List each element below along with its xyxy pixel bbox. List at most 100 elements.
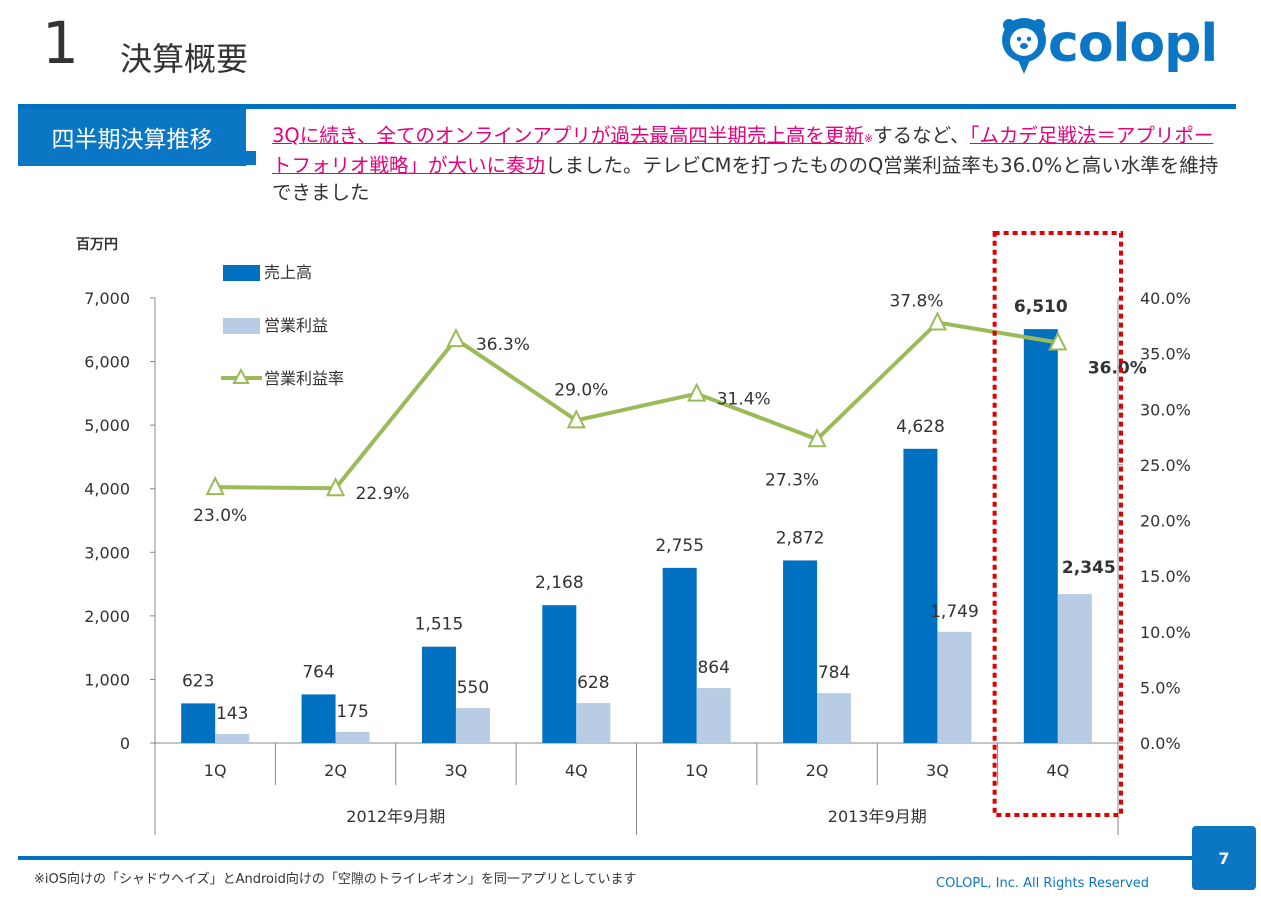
logo-wordmark: colopl [1048, 14, 1218, 74]
x-tick-label: 4Q [565, 761, 588, 780]
operating-income-bar [455, 708, 490, 743]
top-divider [18, 104, 1236, 109]
operating-margin-data-label: 37.8% [889, 291, 943, 311]
tag-underline [18, 165, 246, 166]
y-right-tick-label: 35.0% [1140, 345, 1191, 364]
operating-income-bar [937, 631, 972, 743]
operating-margin-data-label: 23.0% [193, 506, 247, 526]
operating-income-data-label: 628 [577, 673, 609, 693]
footnote-mark: ※ [863, 132, 874, 145]
operating-income-data-label: 550 [457, 678, 489, 698]
legend-marker-operating-margin [232, 367, 250, 384]
y-left-tick-label: 3,000 [84, 543, 130, 562]
operating-income-bar [576, 703, 611, 743]
y-left-tick-label: 2,000 [84, 607, 130, 626]
y-left-tick-label: 4,000 [84, 480, 130, 499]
y-left-tick-label: 6,000 [84, 353, 130, 372]
operating-margin-marker [205, 475, 225, 496]
y-right-tick-label: 15.0% [1140, 567, 1191, 586]
sales-bar [1023, 329, 1058, 743]
operating-margin-data-label: 36.0% [1088, 359, 1147, 379]
operating-income-bar [1057, 593, 1092, 743]
x-tick-label: 3Q [445, 761, 468, 780]
sales-data-label: 6,510 [1014, 297, 1068, 317]
x-tick-label: 3Q [926, 761, 949, 780]
legend-label-operating-margin: 営業利益率 [264, 369, 344, 388]
footnote: ※iOS向けの「シャドウヘイズ」とAndroid向けの「空隙のトライレギオン」を… [34, 872, 637, 887]
sales-bar [542, 605, 577, 743]
operating-income-bar [817, 693, 852, 743]
operating-margin-line [215, 320, 1059, 491]
sales-bar [181, 703, 216, 743]
headline-highlight-2: 「ムカデ足戦法＝アプリポートフォリオ戦略」が大いに奏功 [272, 124, 1214, 177]
sales-data-label: 2,168 [535, 573, 584, 593]
y-right-tick-label: 10.0% [1140, 623, 1191, 642]
legend-label-sales: 売上高 [264, 263, 312, 282]
headline-text: 3Qに続き、全てのオンラインアプリが過去最高四半期売上高を更新※するなど、「ムカ… [272, 122, 1232, 206]
x-tick-label: 1Q [685, 761, 708, 780]
sales-data-label: 623 [182, 671, 214, 691]
y-right-tick-label: 20.0% [1140, 512, 1191, 531]
headline-highlight-1: 3Qに続き、全てのオンラインアプリが過去最高四半期売上高を更新 [272, 124, 864, 147]
y-axis-unit-label: 百万円 [76, 237, 118, 253]
sales-bar [662, 567, 697, 743]
colopl-logo: colopl [1000, 16, 1230, 80]
sales-bar [421, 646, 456, 743]
operating-income-data-label: 1,749 [930, 602, 979, 622]
y-right-tick-label: 0.0% [1140, 734, 1181, 753]
y-left-tick-label: 5,000 [84, 416, 130, 435]
operating-income-bar [335, 731, 370, 743]
operating-margin-marker [687, 382, 707, 402]
operating-margin-data-label: 29.0% [554, 380, 608, 400]
bear-mascot-icon [1002, 18, 1046, 74]
copyright: COLOPL, Inc. All Rights Reserved [936, 876, 1150, 891]
y-left-tick-label: 7,000 [84, 289, 130, 308]
sales-data-label: 1,515 [415, 615, 464, 635]
x-group-label: 2013年9月期 [828, 807, 927, 826]
operating-margin-marker [566, 409, 586, 429]
y-left-tick-label: 0 [120, 734, 130, 753]
sales-data-label: 4,628 [896, 417, 945, 437]
highlight-box [992, 231, 1123, 817]
y-left-tick-label: 1,000 [84, 670, 130, 689]
operating-income-bar [215, 733, 250, 743]
headline-text-2: するなど、 [873, 124, 970, 147]
operating-margin-data-label: 22.9% [356, 484, 410, 504]
operating-margin-data-label: 31.4% [717, 390, 771, 410]
operating-income-data-label: 864 [697, 658, 729, 678]
operating-income-bar [696, 688, 731, 743]
operating-income-data-label: 175 [336, 702, 368, 722]
sales-bar [903, 448, 938, 743]
page-title: 決算概要 [120, 40, 249, 78]
legend-swatch-sales [223, 265, 260, 281]
section-number: 1 [42, 9, 79, 77]
operating-income-data-label: 2,345 [1062, 558, 1116, 578]
sales-data-label: 2,872 [776, 528, 825, 548]
y-right-tick-label: 25.0% [1140, 456, 1191, 475]
operating-margin-marker [446, 327, 466, 348]
bottom-divider [18, 856, 1196, 860]
page-number-badge: 7 [1192, 826, 1256, 890]
sales-bar [301, 694, 336, 743]
operating-margin-marker [927, 311, 948, 331]
operating-margin-marker [325, 477, 346, 497]
y-right-tick-label: 30.0% [1140, 400, 1191, 419]
operating-margin-marker [1048, 331, 1068, 351]
sales-data-label: 764 [302, 662, 334, 682]
x-tick-label: 2Q [806, 761, 829, 780]
operating-margin-data-label: 27.3% [765, 470, 819, 490]
operating-income-data-label: 784 [818, 663, 850, 683]
sales-bar [783, 560, 818, 743]
operating-margin-marker [807, 428, 827, 448]
x-group-label: 2012年9月期 [346, 807, 445, 826]
x-tick-label: 1Q [204, 761, 227, 780]
operating-margin-data-label: 36.3% [476, 335, 530, 355]
headline-text-3: しました。テレビCMを打ったもののQ営業利益率も36.0%と高い水準を維持できま… [272, 154, 1219, 204]
legend-swatch-operating-income [223, 318, 260, 334]
sales-data-label: 2,755 [655, 536, 704, 556]
operating-income-data-label: 143 [216, 704, 248, 724]
x-tick-label: 4Q [1046, 761, 1069, 780]
x-tick-label: 2Q [324, 761, 347, 780]
legend-label-operating-income: 営業利益 [264, 316, 328, 335]
